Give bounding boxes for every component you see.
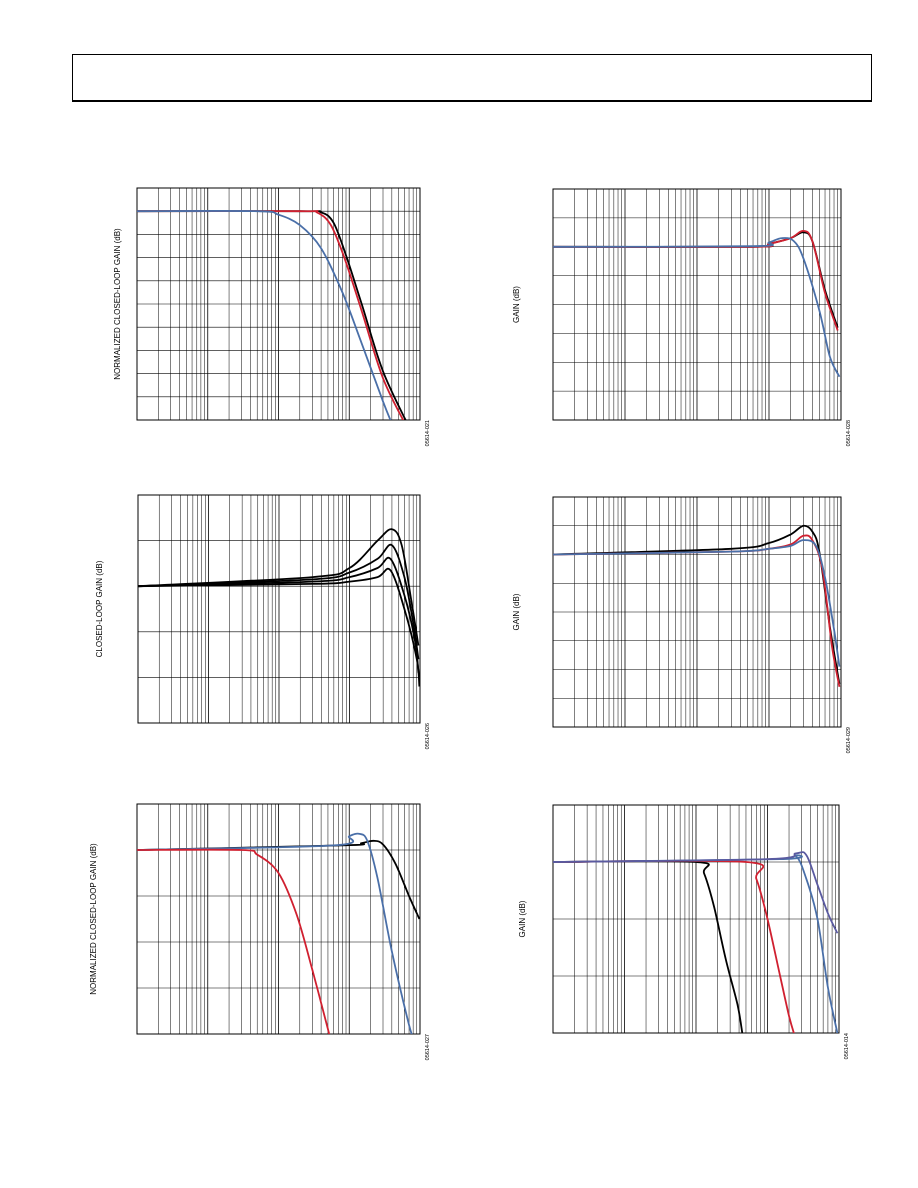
series-line-1	[553, 524, 841, 685]
plot-frame	[137, 494, 421, 724]
chart-panel: NORMALIZED CLOSED-LOOP GAIN (dB) 05614-02…	[90, 180, 431, 446]
series-line-3	[138, 556, 420, 673]
chart-panel: GAIN (dB) 05614-029	[505, 487, 855, 753]
chart-svg: GAIN (dB) 05614-014	[518, 804, 850, 1059]
chart-svg: NORMALIZED CLOSED-LOOP GAIN (dB) 05614-02…	[89, 803, 431, 1060]
chart-panel: NORMALIZED CLOSED-LOOP GAIN (dB) 05614-02…	[89, 796, 431, 1060]
y-axis-label: GAIN (dB)	[512, 593, 521, 630]
series-line-2	[553, 534, 841, 687]
page-header-box	[72, 54, 872, 102]
series-line-3	[137, 848, 331, 1034]
grid	[553, 497, 841, 727]
series-line-1	[138, 528, 420, 646]
y-axis-label: NORMALIZED CLOSED-LOOP GAIN (dB)	[113, 228, 122, 380]
grid	[553, 805, 839, 1033]
plot-frame	[136, 187, 421, 421]
series-line-2	[553, 859, 795, 1033]
y-axis-label: CLOSED-LOOP GAIN (dB)	[95, 560, 104, 657]
figure-code: 05614-026	[425, 723, 431, 749]
figure-code: 05614-029	[846, 727, 852, 753]
chart-svg: GAIN (dB) 05614-029	[512, 496, 852, 753]
series-line-1	[137, 210, 407, 420]
series-line-4	[138, 567, 420, 687]
chart-panel: CLOSED-LOOP GAIN (dB) 05614-026	[90, 487, 431, 749]
series-line-3	[553, 237, 841, 378]
chart-svg: GAIN (dB) 05614-028	[512, 188, 852, 446]
series-line-2	[138, 543, 420, 660]
y-axis-label: GAIN (dB)	[518, 900, 527, 937]
plot-frame	[136, 803, 421, 1035]
series-line-3	[553, 854, 839, 1033]
grid	[138, 495, 420, 723]
plot-frame	[552, 188, 842, 421]
series-line-1	[553, 860, 744, 1033]
series-line-3	[553, 539, 841, 667]
chart-svg: CLOSED-LOOP GAIN (dB) 05614-026	[95, 494, 431, 749]
series-line-2	[137, 832, 413, 1034]
series-line-3	[137, 210, 392, 420]
grid	[137, 804, 420, 1034]
y-axis-label: NORMALIZED CLOSED-LOOP GAIN (dB)	[89, 843, 98, 995]
series-line-4	[553, 851, 839, 934]
figure-code: 05614-021	[425, 420, 431, 446]
figure-code: 05614-027	[425, 1034, 431, 1060]
plot-frame	[552, 804, 840, 1034]
plot-frame	[552, 496, 842, 728]
figure-code: 05614-028	[846, 420, 852, 446]
chart-panel: GAIN (dB) 05614-028	[505, 180, 855, 446]
y-axis-label: GAIN (dB)	[512, 286, 521, 323]
chart-svg: NORMALIZED CLOSED-LOOP GAIN (dB) 05614-02…	[113, 187, 431, 446]
figure-code: 05614-014	[844, 1033, 850, 1059]
grid	[553, 189, 841, 420]
chart-panel: GAIN (dB) 05614-014	[505, 796, 855, 1059]
series-line-2	[137, 210, 405, 420]
